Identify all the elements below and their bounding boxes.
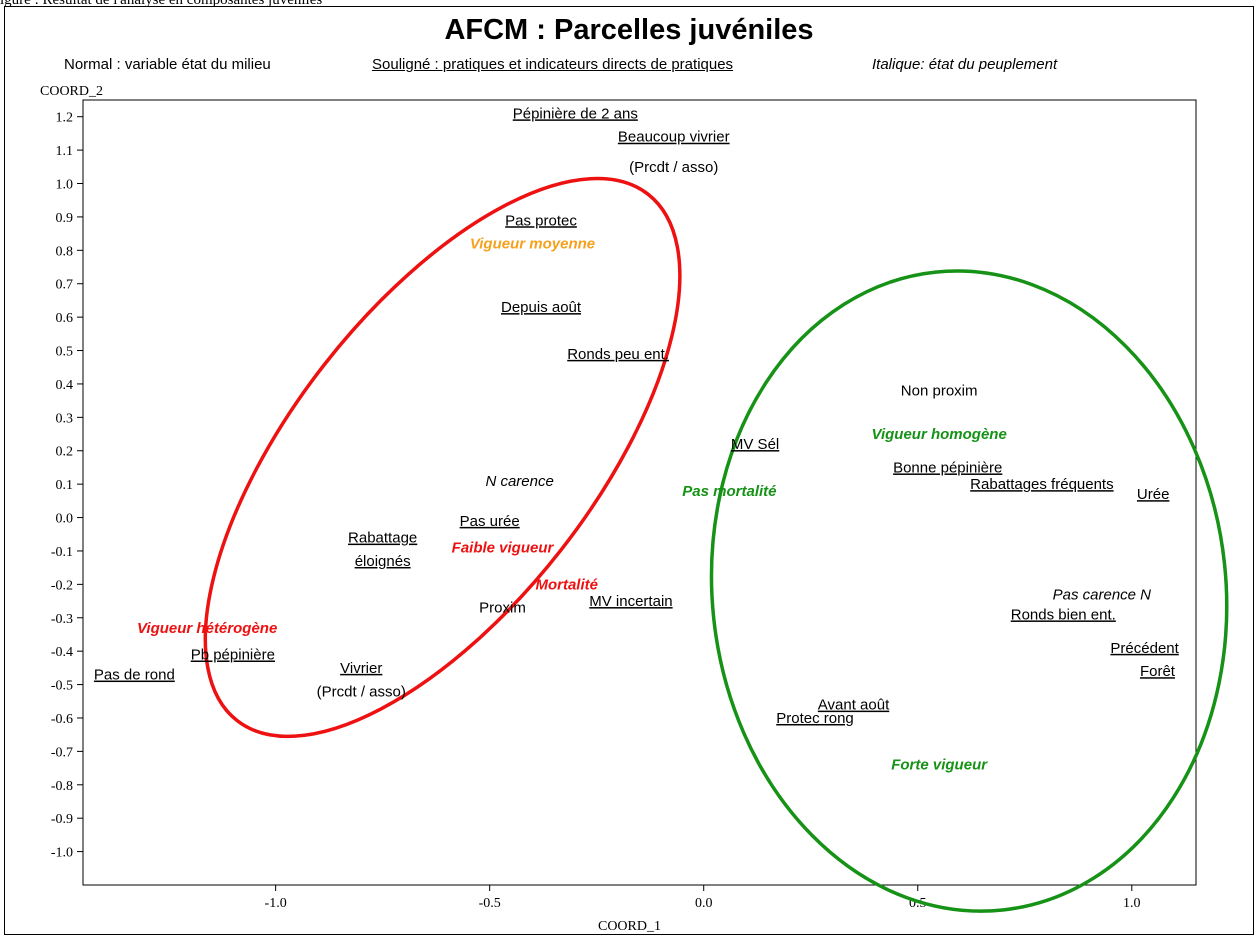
point-label: Depuis août — [501, 299, 582, 316]
point-label: Pas urée — [460, 513, 520, 530]
point-label: Vigueur hétérogène — [137, 620, 277, 637]
x-tick-label: 1.0 — [1123, 896, 1141, 911]
legend-key-italic: Italique: état du peuplement — [872, 56, 1058, 73]
point-label: Avant août — [818, 697, 890, 714]
point-label: Beaucoup vivrier — [618, 129, 730, 146]
point-label: Vivrier — [340, 660, 382, 677]
y-axis-label: COORD_2 — [40, 84, 103, 99]
y-tick-label: 0.0 — [56, 512, 74, 527]
y-tick-label: -0.4 — [51, 645, 73, 660]
point-label: Pas de rond — [94, 667, 175, 684]
point-label: Mortalité — [535, 576, 598, 593]
red-ellipse — [203, 176, 682, 739]
y-tick-label: -0.3 — [51, 612, 73, 627]
y-tick-label: 1.1 — [56, 144, 74, 159]
y-tick-label: 0.1 — [56, 478, 74, 493]
y-tick-label: 1.2 — [56, 111, 74, 126]
y-tick-label: -0.1 — [51, 545, 73, 560]
point-label: Rabattages fréquents — [970, 476, 1113, 493]
point-label: Précédent — [1110, 640, 1179, 657]
point-label: Ronds bien ent. — [1011, 606, 1116, 623]
top-strip-text: igure : Résultat de l'analyse en composa… — [0, 0, 323, 8]
point-label: Rabattage — [348, 530, 417, 547]
y-tick-label: 0.2 — [56, 445, 74, 460]
y-tick-label: 0.4 — [56, 378, 74, 393]
point-label: éloignés — [355, 553, 411, 570]
point-label: Non proxim — [901, 383, 978, 400]
legend-key-normal: Normal : variable état du milieu — [64, 56, 271, 73]
y-tick-label: 0.9 — [56, 211, 74, 226]
point-label: Forte vigueur — [891, 757, 988, 774]
y-tick-label: -0.6 — [51, 712, 73, 727]
point-label: (Prcdt / asso) — [317, 683, 406, 700]
y-tick-label: -0.2 — [51, 578, 73, 593]
point-label: N carence — [485, 473, 553, 490]
y-tick-label: 0.8 — [56, 244, 74, 259]
point-label: Urée — [1137, 486, 1170, 503]
point-label: MV incertain — [589, 593, 672, 610]
y-tick-label: 0.7 — [56, 278, 74, 293]
point-label: Faible vigueur — [452, 540, 555, 557]
point-label: Pas protec — [505, 212, 577, 229]
plot-area — [82, 99, 1197, 886]
point-label: Protec rong — [776, 710, 854, 727]
point-label: Pépinière de 2 ans — [513, 105, 638, 122]
point-label: Vigueur homogène — [872, 426, 1007, 443]
point-label: Pb pépinière — [191, 647, 275, 664]
point-label: Pas mortalité — [682, 483, 776, 500]
x-tick-label: -1.0 — [265, 896, 287, 911]
point-label: Ronds peu ent. — [567, 346, 669, 363]
y-tick-label: -1.0 — [51, 846, 73, 861]
point-label: (Prcdt / asso) — [629, 159, 718, 176]
point-label: Forêt — [1140, 663, 1176, 680]
y-tick-label: 0.5 — [56, 345, 74, 360]
legend-key-underline: Souligné : pratiques et indicateurs dire… — [372, 56, 734, 73]
point-label: Proxim — [479, 600, 526, 617]
y-tick-label: 1.0 — [56, 178, 74, 193]
x-axis-label: COORD_1 — [598, 919, 661, 934]
x-tick-label: -0.5 — [479, 896, 501, 911]
y-tick-label: -0.9 — [51, 812, 73, 827]
y-tick-label: 0.3 — [56, 411, 74, 426]
x-tick-label: 0.0 — [695, 896, 713, 911]
point-label: Vigueur moyenne — [470, 236, 595, 253]
green-ellipse — [709, 269, 1229, 913]
y-tick-label: 0.6 — [56, 311, 74, 326]
y-tick-label: -0.7 — [51, 745, 73, 760]
point-label: MV Sél — [731, 436, 779, 453]
point-label: Bonne pépinière — [893, 459, 1002, 476]
y-tick-label: -0.8 — [51, 779, 73, 794]
chart-title: AFCM : Parcelles juvéniles — [444, 14, 814, 46]
y-tick-label: -0.5 — [51, 679, 73, 694]
point-label: Pas carence N — [1053, 586, 1152, 603]
